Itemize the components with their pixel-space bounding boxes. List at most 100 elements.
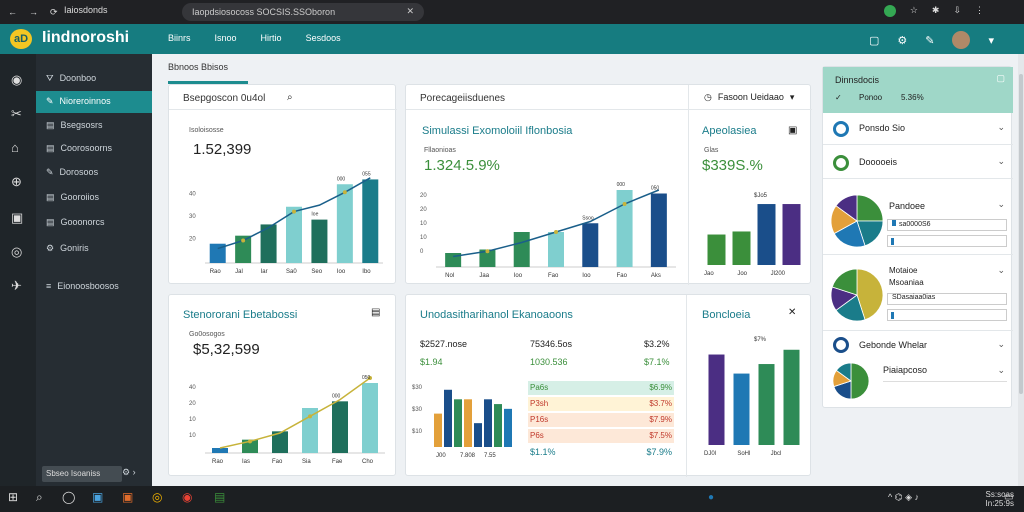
windows-start-icon[interactable]: ⊞: [8, 490, 19, 504]
sidebar-item[interactable]: ⚙ Goniris: [46, 243, 89, 253]
settings-icon[interactable]: ⚙: [897, 34, 908, 47]
panel-row[interactable]: Pandoee ⌄ sa0000S6: [823, 185, 1013, 255]
bell-icon[interactable]: ✎: [925, 34, 935, 47]
bar: [783, 349, 800, 445]
table-row[interactable]: P3sh $3.7%: [528, 397, 674, 411]
side-bar-chart-4: DJ0l SoHl Jbcl $7%: [704, 337, 800, 457]
star-icon[interactable]: ☆: [909, 5, 918, 15]
pie-chart-1: [830, 194, 884, 248]
settings-icon[interactable]: ⚙ ›: [122, 467, 136, 477]
sidebar-item[interactable]: ⛛ Doonboo: [46, 73, 97, 83]
card-heading: Simulassi Exomoloiil Iflonbosia: [422, 125, 573, 137]
square-icon[interactable]: ▣: [788, 125, 798, 136]
close-icon[interactable]: ✕: [788, 307, 797, 318]
task-view-icon[interactable]: ◯: [62, 490, 76, 504]
chevron-down-icon[interactable]: ⌄: [997, 339, 1005, 349]
x-tick-label: Ioo: [514, 273, 523, 279]
x-tick-label: DJ0l: [704, 451, 716, 457]
square-icon[interactable]: ▤: [371, 307, 381, 318]
extension-icon[interactable]: [883, 5, 896, 17]
panel-row[interactable]: Gebonde Whelar ⌄: [823, 335, 1013, 359]
data-label: $7%: [754, 337, 767, 343]
chevron-down-icon[interactable]: ⌄: [997, 122, 1005, 132]
scrollbar[interactable]: [1018, 54, 1024, 486]
table-row[interactable]: Pa6s $6.9%: [528, 381, 674, 395]
reload-icon[interactable]: ⟳: [50, 6, 58, 17]
home-icon[interactable]: ⌂: [11, 140, 19, 155]
window-icon[interactable]: ▢: [868, 34, 880, 47]
app-icon[interactable]: ▣: [122, 490, 134, 504]
bar: [708, 354, 725, 445]
square-icon[interactable]: ▢: [996, 73, 1005, 83]
panel-row[interactable]: Ponsdo Sio ⌄: [823, 117, 1013, 145]
x-tick-label: Nol: [445, 273, 454, 279]
chrome-icon[interactable]: ◎: [152, 490, 163, 504]
pie-slice: [835, 194, 858, 222]
progress-bar: [887, 235, 1007, 247]
browser-icon[interactable]: ◉: [182, 490, 193, 504]
window-icon[interactable]: ▣: [11, 210, 24, 225]
x-tick-label: Jal: [235, 269, 243, 275]
sidebar-item[interactable]: ▤ Coorosoorns: [46, 143, 113, 153]
sidebar-item[interactable]: ▤ Bsegsosrs: [46, 120, 103, 130]
gauge-icon[interactable]: ◉: [11, 72, 23, 87]
x-tick-label: Fao: [617, 273, 628, 279]
close-tab-icon[interactable]: ✕: [406, 6, 414, 16]
x-tick-label: Fao: [548, 273, 559, 279]
search-icon[interactable]: ⌕: [36, 490, 43, 504]
card-sub: Go0osogos: [189, 331, 225, 338]
scrollbar-thumb[interactable]: [1019, 74, 1023, 394]
sidebar-item[interactable]: ✎ Dorosoos: [46, 167, 99, 177]
doc-icon: ▤: [46, 143, 55, 153]
notification-icon[interactable]: ●: [708, 492, 715, 503]
dashboard-app-icon[interactable]: ▤: [214, 490, 226, 504]
panel-row[interactable]: Motaioe Msoaniaa ⌄ SDasaiaa0ias: [823, 259, 1013, 331]
chevron-down-icon[interactable]: ⌄: [997, 199, 1005, 209]
table-row[interactable]: P16s $7.9%: [528, 413, 674, 427]
filter-dropdown[interactable]: ◷ Fasoon Ueidaao ▾: [704, 92, 795, 102]
bar: [616, 190, 633, 267]
notification-center-icon[interactable]: ▭: [1004, 492, 1014, 503]
topnav-item[interactable]: Hirtio: [260, 33, 282, 43]
puzzle-icon[interactable]: ✱: [931, 5, 940, 15]
back-icon[interactable]: ←: [8, 6, 17, 17]
tools-icon[interactable]: ✂: [11, 106, 22, 121]
y-tick-label: $30: [412, 385, 423, 391]
chevron-down-icon[interactable]: ⌄: [997, 156, 1005, 166]
side-title: Boncloeia: [702, 309, 751, 321]
sidebar-item[interactable]: ▤ Gooroiios: [46, 192, 100, 202]
panel-row[interactable]: Dooooeis ⌄: [823, 151, 1013, 179]
card-4: Unodasitharihanol Ekanoaoons $2527.nose …: [405, 294, 811, 477]
bar: [311, 219, 328, 263]
sidebar-item[interactable]: ▤ Gooonorcs: [46, 217, 105, 227]
pen-icon: ✎: [46, 96, 54, 106]
topnav-item[interactable]: Isnoo: [214, 33, 237, 43]
pin-icon[interactable]: ✈: [11, 278, 22, 293]
chart-icon: ⛛: [46, 73, 54, 83]
card-title: Unodasitharihanol Ekanoaoons: [420, 309, 573, 321]
topnav-item[interactable]: Sesdoos: [305, 33, 341, 43]
forward-icon[interactable]: →: [29, 6, 38, 17]
table-row[interactable]: P6s $7.5%: [528, 429, 674, 443]
panel-row[interactable]: Piaiapcoso ⌄: [823, 359, 1013, 405]
side-value: $339S.%: [702, 157, 763, 174]
sidebar-item-active[interactable]: ✎ Nioreroinnos: [36, 91, 152, 113]
avatar[interactable]: [952, 31, 971, 49]
topnav-item[interactable]: Biinrs: [168, 33, 191, 43]
file-explorer-icon[interactable]: ▣: [92, 490, 104, 504]
chevron-down-icon[interactable]: ⌄: [997, 265, 1005, 275]
address-bar[interactable]: Iaopdsiosocoss SOCSIS.SSOboron ✕: [182, 3, 424, 21]
tab-title[interactable]: Iaiosdonds: [64, 5, 108, 15]
doc-icon: ▤: [46, 192, 55, 202]
chevron-down-icon[interactable]: ⌄: [997, 365, 1005, 375]
chevron-down-icon[interactable]: ▾: [988, 34, 994, 47]
menu-icon[interactable]: ⋮: [975, 5, 984, 15]
tray-icons[interactable]: ^ ⌬ ◈ ♪: [888, 492, 920, 502]
globe-icon[interactable]: ◎: [11, 244, 23, 259]
plus-circle-icon[interactable]: ⊕: [11, 174, 22, 189]
download-icon[interactable]: ⇩: [953, 5, 961, 15]
sidebar-item[interactable]: ≡ Eionoosboosos: [46, 281, 119, 291]
card-sub: Isoloisosse: [189, 127, 224, 134]
y-tick-label: 20: [189, 237, 196, 243]
search-icon[interactable]: ⌕: [287, 92, 293, 103]
